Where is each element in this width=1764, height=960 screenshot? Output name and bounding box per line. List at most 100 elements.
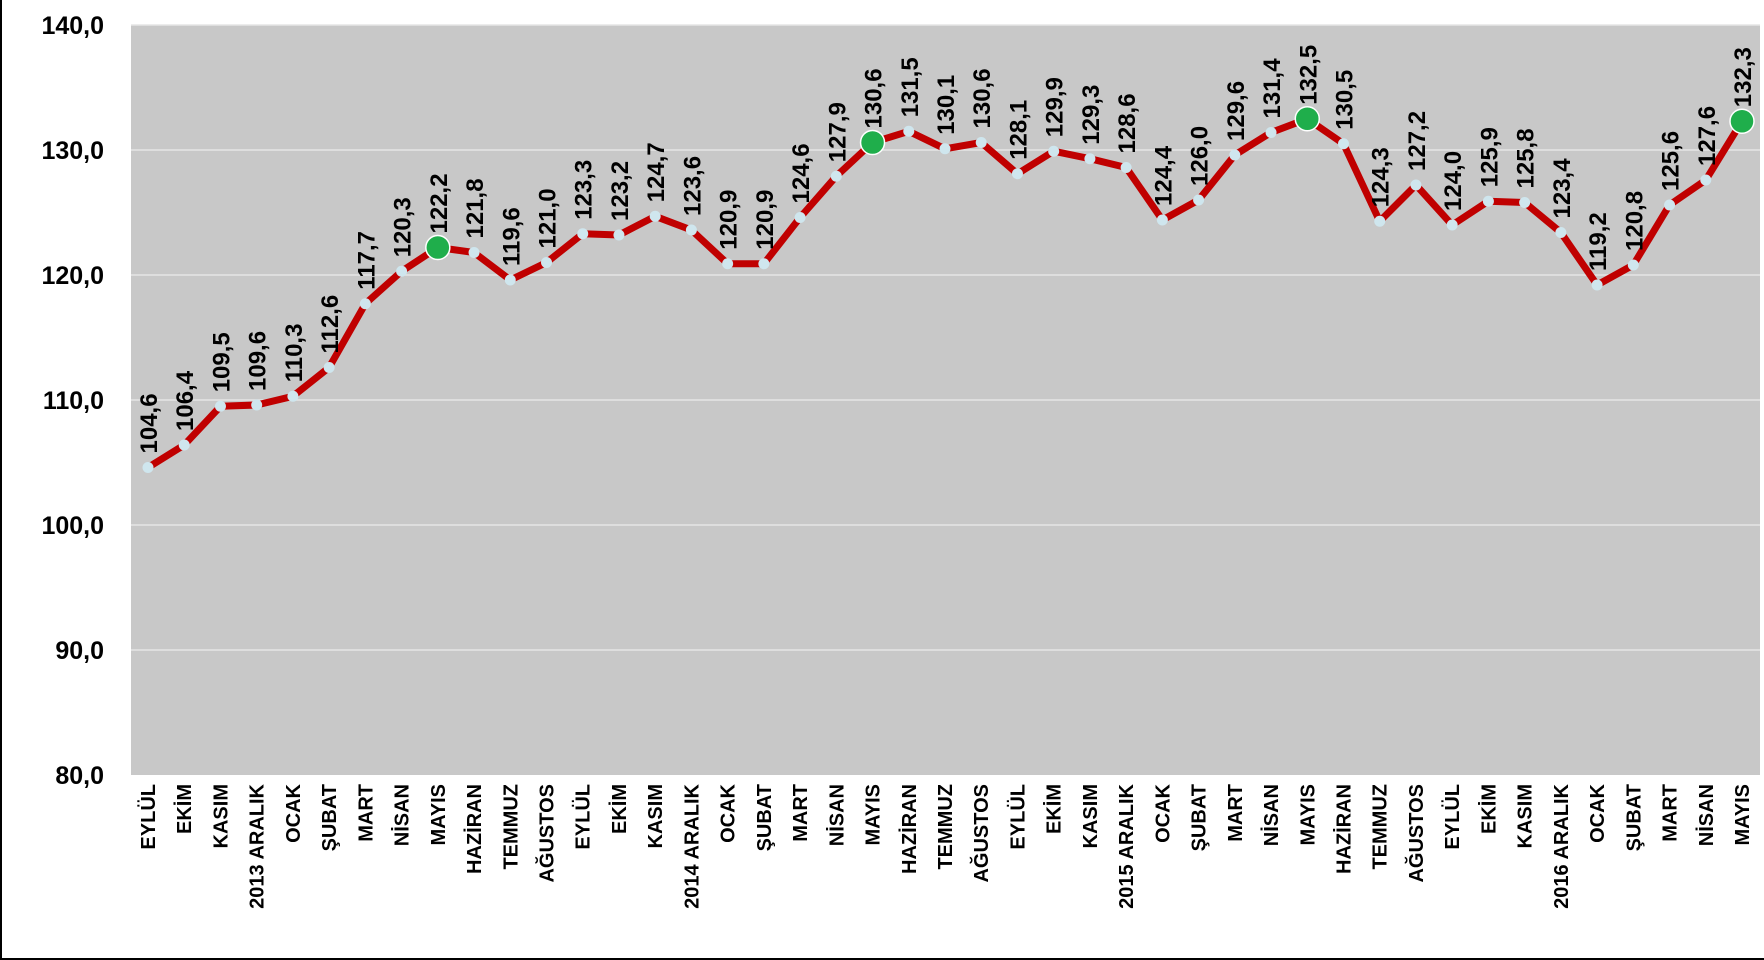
data-markers <box>142 106 1755 473</box>
data-label: 120,3 <box>390 197 417 257</box>
y-tick-label: 110,0 <box>43 387 104 415</box>
data-label: 130,6 <box>861 68 888 128</box>
data-label: 130,6 <box>969 68 996 128</box>
x-tick-label: MART <box>1660 784 1682 842</box>
x-tick-label: MAYIS <box>1297 784 1319 846</box>
data-label: 121,0 <box>535 188 562 248</box>
x-tick-label: ŞUBAT <box>319 784 341 851</box>
data-point <box>287 390 299 402</box>
x-tick-label: NİSAN <box>1695 784 1718 846</box>
data-point <box>939 143 951 155</box>
x-tick-label: MART <box>1225 784 1247 842</box>
data-label: 120,9 <box>752 190 779 250</box>
data-label: 124,7 <box>643 142 670 202</box>
data-point <box>1446 219 1458 231</box>
y-tick-label: 130,0 <box>41 137 104 165</box>
data-point <box>1265 127 1277 138</box>
data-label: 121,8 <box>462 178 489 238</box>
data-label: 131,4 <box>1259 58 1286 119</box>
data-label: 123,3 <box>571 160 598 220</box>
data-point <box>758 258 770 270</box>
data-point <box>1229 149 1241 161</box>
data-label: 127,2 <box>1404 111 1431 171</box>
x-tick-label: EKİM <box>608 784 631 834</box>
y-axis-tick-labels: 80,0 90,0 100,0 110,0 120,0 130,0 140,0 <box>41 12 104 790</box>
data-point <box>975 137 987 148</box>
data-point <box>1156 214 1168 226</box>
data-label: 117,7 <box>353 231 380 290</box>
x-tick-label: NİSAN <box>825 784 848 846</box>
data-label: 106,4 <box>172 370 199 431</box>
data-point <box>468 247 480 258</box>
x-tick-label: 2015 ARALIK <box>1116 783 1138 908</box>
x-axis-category-labels: EYLÜL EKİM KASIM 2013 ARALIK OCAK ŞUBAT MART Nİ… <box>137 783 1754 908</box>
data-label: 119,2 <box>1585 212 1612 271</box>
data-point <box>396 265 408 277</box>
x-tick-label: KASIM <box>645 784 667 848</box>
x-tick-label: OCAK <box>1152 783 1174 842</box>
data-point <box>1664 199 1676 211</box>
x-tick-label: EYLÜL <box>572 784 595 850</box>
data-point <box>1011 168 1023 180</box>
data-label: 132,3 <box>1730 47 1757 107</box>
x-tick-label: KASIM <box>1080 784 1102 848</box>
highlight-marker <box>859 129 886 156</box>
data-point <box>1519 197 1531 208</box>
y-tick-label: 90,0 <box>55 637 104 665</box>
x-tick-label: TEMMUZ <box>1370 784 1392 870</box>
data-point <box>142 462 154 473</box>
y-tick-label: 80,0 <box>55 762 104 790</box>
x-tick-label: KASIM <box>211 784 233 848</box>
data-point <box>504 274 516 286</box>
x-tick-label: 2016 ARALIK <box>1551 783 1573 908</box>
x-tick-label: EYLÜL <box>1007 784 1030 850</box>
data-point <box>323 362 335 373</box>
data-point <box>214 400 226 412</box>
y-tick-label: 100,0 <box>41 512 104 540</box>
data-label: 123,6 <box>679 156 706 216</box>
x-tick-label: EKİM <box>1043 784 1066 834</box>
data-label: 130,5 <box>1332 70 1359 130</box>
data-point <box>1627 259 1639 271</box>
data-label: 125,6 <box>1658 131 1685 191</box>
data-label: 123,4 <box>1549 158 1576 219</box>
x-tick-label: ŞUBAT <box>1189 784 1211 851</box>
data-label: 130,1 <box>933 75 960 135</box>
x-tick-label: NİSAN <box>391 784 414 846</box>
data-label: 120,9 <box>716 190 743 250</box>
data-label: 122,2 <box>426 173 453 233</box>
data-label: 109,6 <box>245 331 272 391</box>
x-tick-label: AĞUSTOS <box>969 784 993 883</box>
data-point <box>722 258 734 270</box>
data-label: 128,6 <box>1114 93 1141 153</box>
data-label: 123,2 <box>607 161 634 221</box>
data-labels: 104,6 106,4 109,5 109,6 110,3 112,6 117,7 120,3… <box>136 45 1757 454</box>
data-label: 124,4 <box>1150 145 1177 206</box>
data-point <box>685 224 697 236</box>
x-tick-label: OCAK <box>1587 783 1609 842</box>
x-tick-label: EYLÜL <box>1441 784 1464 850</box>
x-tick-label: AĞUSTOS <box>1404 784 1428 883</box>
x-tick-label: ŞUBAT <box>1623 784 1645 851</box>
data-label: 129,3 <box>1078 85 1105 145</box>
x-tick-label: EYLÜL <box>137 784 160 850</box>
x-tick-label: TEMMUZ <box>935 784 957 870</box>
data-label: 124,0 <box>1440 151 1467 211</box>
x-tick-label: TEMMUZ <box>500 784 522 870</box>
data-label: 127,6 <box>1694 106 1721 166</box>
data-label: 132,5 <box>1295 45 1322 105</box>
data-point <box>1410 179 1422 191</box>
data-label: 131,5 <box>897 57 924 117</box>
data-label: 125,8 <box>1513 128 1540 188</box>
data-point <box>1193 194 1205 206</box>
data-point <box>830 170 842 182</box>
data-label: 120,8 <box>1621 191 1648 251</box>
data-label: 128,1 <box>1006 100 1033 160</box>
data-point <box>1338 138 1349 150</box>
data-label: 124,6 <box>788 143 815 203</box>
x-tick-label: OCAK <box>283 783 305 842</box>
data-point <box>1374 215 1386 227</box>
data-point <box>1084 153 1096 165</box>
